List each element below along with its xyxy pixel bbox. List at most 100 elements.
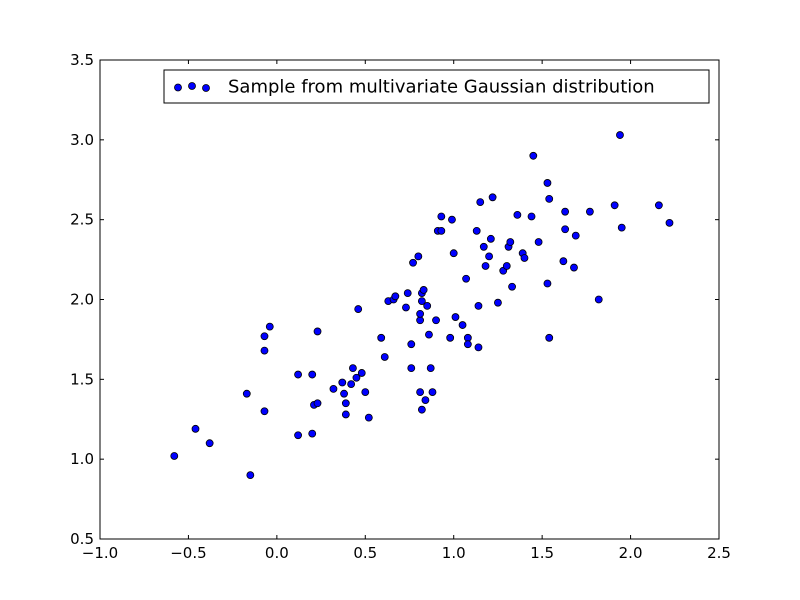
data-point: [561, 225, 570, 234]
data-point: [594, 295, 603, 304]
data-point: [338, 378, 347, 387]
data-point: [417, 405, 426, 414]
data-point: [446, 333, 455, 342]
data-point: [474, 301, 483, 310]
data-point: [417, 297, 426, 306]
data-point: [246, 471, 255, 480]
x-tick-label: 0.5: [353, 544, 377, 562]
data-point: [437, 212, 446, 221]
data-point: [502, 262, 511, 270]
data-point: [527, 212, 536, 221]
data-point: [508, 282, 516, 291]
legend: Sample from multivariate Gaussian distri…: [163, 69, 710, 104]
data-point: [191, 424, 200, 433]
data-point: [585, 207, 594, 216]
y-tick-label: 3.5: [70, 51, 94, 69]
data-point: [506, 238, 515, 246]
y-tick-label: 1.5: [70, 370, 94, 388]
y-tick-label: 1.0: [70, 450, 94, 468]
y-tick-label: 2.5: [70, 211, 94, 229]
data-point: [425, 330, 433, 339]
x-tick-label: 2.5: [707, 544, 731, 562]
data-point: [559, 257, 568, 266]
data-point: [479, 242, 488, 251]
data-point: [260, 332, 269, 341]
data-point: [416, 316, 425, 325]
data-point: [260, 346, 269, 355]
data-point: [407, 340, 416, 349]
legend-marker: [174, 83, 182, 92]
data-point: [481, 262, 490, 270]
legend-box: [163, 69, 710, 104]
points-layer: [170, 131, 674, 480]
x-tick-label: 0.0: [265, 544, 289, 562]
data-point: [416, 388, 425, 397]
data-point: [414, 252, 423, 261]
data-point: [341, 410, 350, 419]
data-point: [341, 399, 350, 408]
x-tick-label: 1.5: [530, 544, 554, 562]
data-point: [416, 309, 425, 318]
data-point: [432, 316, 440, 325]
data-point: [451, 313, 460, 321]
legend-label: Sample from multivariate Gaussian distri…: [228, 77, 655, 98]
y-tick-label: 3.0: [70, 131, 94, 149]
data-point: [545, 333, 554, 342]
data-point: [294, 370, 302, 379]
data-point: [403, 289, 412, 298]
data-point: [349, 364, 357, 373]
data-point: [308, 429, 317, 438]
y-tick-label: 2.0: [70, 291, 94, 309]
data-point: [205, 439, 214, 448]
data-point: [391, 292, 400, 301]
x-tick-label: −0.5: [170, 544, 206, 562]
data-point: [520, 254, 529, 262]
data-point: [294, 431, 302, 440]
data-point: [421, 396, 430, 404]
data-point: [654, 201, 663, 210]
data-point: [364, 413, 373, 422]
data-point: [423, 301, 432, 310]
y-tick-label: 0.5: [70, 530, 94, 548]
data-point: [409, 258, 417, 267]
data-point: [561, 207, 570, 216]
ticks-layer: −1.0 −0.5 0.0 0.5 1.0 1.5 2.0 2.5 0.5 1.0 1.5 2.0 2.…: [70, 51, 731, 562]
data-point: [340, 389, 348, 398]
x-tick-label: −1.0: [82, 544, 118, 562]
data-point: [361, 388, 370, 397]
data-point: [313, 399, 322, 408]
data-point: [402, 303, 410, 312]
data-point: [476, 198, 485, 207]
data-point: [260, 407, 269, 416]
x-tick-label: 2.0: [619, 544, 643, 562]
data-point: [313, 327, 322, 336]
data-point: [458, 321, 467, 329]
data-point: [610, 201, 619, 210]
data-point: [265, 322, 274, 331]
data-point: [352, 373, 361, 382]
data-point: [426, 364, 435, 373]
data-point: [543, 179, 552, 187]
data-point: [377, 333, 386, 342]
data-point: [494, 298, 502, 307]
data-point: [463, 340, 472, 349]
legend-marker: [202, 84, 210, 92]
data-point: [170, 452, 179, 460]
data-point: [347, 380, 356, 389]
data-point: [570, 263, 578, 272]
data-point: [616, 131, 624, 139]
data-point: [488, 193, 497, 202]
data-point: [419, 286, 428, 294]
data-point: [428, 388, 437, 397]
data-point: [308, 370, 317, 379]
data-point: [486, 234, 495, 243]
data-point: [571, 231, 580, 240]
x-tick-label: 1.0: [442, 544, 466, 562]
data-point: [534, 238, 543, 246]
data-point: [357, 369, 366, 377]
data-point: [462, 274, 470, 283]
data-point: [617, 223, 626, 232]
plot-area: [100, 60, 719, 539]
